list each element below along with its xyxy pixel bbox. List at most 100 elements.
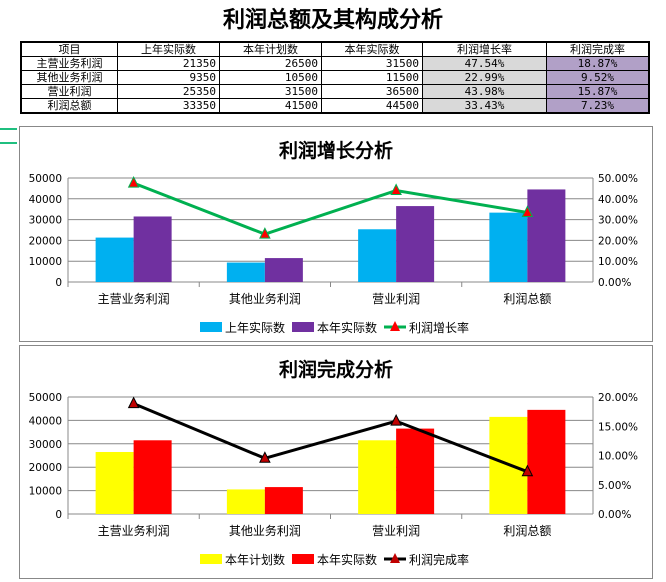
table-cell: 25350 bbox=[117, 84, 220, 99]
table-row: 利润总额 33350 41500 44500 33.43% 7.23% bbox=[20, 98, 650, 114]
y-tick-label: 20000 bbox=[29, 235, 62, 247]
legend-label: 本年实际数 bbox=[317, 320, 377, 335]
completion-chart-svg: 利润完成分析 0 10000 20000 30000 40000 50000 0.00% 5.0… bbox=[29, 358, 638, 567]
rate-line bbox=[133, 402, 528, 474]
table-cell: 26500 bbox=[219, 56, 322, 71]
legend-swatch bbox=[292, 322, 314, 332]
bar-previous bbox=[226, 489, 265, 514]
decoration-line bbox=[0, 128, 17, 130]
page-title: 利润总额及其构成分析 bbox=[222, 7, 443, 33]
legend-label: 本年计划数 bbox=[225, 552, 285, 567]
triangle-marker bbox=[390, 183, 402, 196]
y2-tick-label: 40.00% bbox=[598, 194, 638, 206]
y-tick-label: 10000 bbox=[29, 256, 62, 268]
table-row: 营业利润 25350 31500 36500 43.98% 15.87% bbox=[20, 84, 650, 99]
chart-title: 利润增长分析 bbox=[279, 139, 393, 162]
bar-current bbox=[264, 487, 303, 514]
header-cell: 上年实际数 bbox=[117, 41, 220, 57]
decoration-line bbox=[0, 142, 17, 144]
y-tick-label: 50000 bbox=[29, 392, 62, 404]
bar-current bbox=[264, 258, 303, 282]
bar-current bbox=[527, 409, 566, 514]
legend-label: 利润完成率 bbox=[409, 552, 469, 567]
table-header-row: 项目 上年实际数 本年计划数 本年实际数 利润增长率 利润完成率 bbox=[20, 41, 650, 57]
profit-table: 项目 上年实际数 本年计划数 本年实际数 利润增长率 利润完成率 主营业务利润 2… bbox=[20, 41, 650, 114]
x-tick-label: 营业利润 bbox=[372, 524, 420, 538]
y2-tick-label: 5.00% bbox=[598, 480, 631, 492]
table-cell: 7.23% bbox=[546, 98, 650, 114]
y-tick-label: 30000 bbox=[29, 215, 62, 227]
triangle-marker bbox=[127, 175, 140, 188]
header-cell: 项目 bbox=[20, 41, 118, 57]
y2-tick-label: 30.00% bbox=[598, 215, 638, 227]
triangle-marker bbox=[521, 464, 534, 477]
table-cell: 主营业务利润 bbox=[20, 56, 118, 71]
table-cell: 33.43% bbox=[422, 98, 547, 114]
table-cell: 18.87% bbox=[546, 56, 650, 71]
y2-tick-label: 20.00% bbox=[598, 235, 638, 247]
legend-label: 本年实际数 bbox=[317, 552, 377, 567]
bar-previous bbox=[95, 451, 134, 514]
bar-current bbox=[527, 189, 566, 282]
bar-previous bbox=[489, 212, 528, 282]
table-cell: 41500 bbox=[219, 98, 322, 114]
legend-triangle-icon bbox=[390, 553, 400, 563]
header-cell: 本年计划数 bbox=[219, 41, 322, 57]
rate-line bbox=[133, 181, 528, 236]
y2-tick-label: 50.00% bbox=[598, 173, 638, 185]
y-tick-label: 50000 bbox=[29, 173, 62, 185]
x-tick-label: 其他业务利润 bbox=[229, 291, 301, 306]
header-cell: 利润完成率 bbox=[546, 41, 650, 57]
y2-tick-label: 15.00% bbox=[598, 421, 638, 433]
table-cell: 44500 bbox=[321, 98, 423, 114]
chart-title: 利润完成分析 bbox=[279, 358, 393, 381]
table-row: 主营业务利润 21350 26500 31500 47.54% 18.87% bbox=[20, 56, 650, 71]
header-cell: 本年实际数 bbox=[321, 41, 423, 57]
triangle-marker bbox=[127, 396, 140, 409]
triangle-marker bbox=[390, 414, 402, 426]
table-cell: 47.54% bbox=[422, 56, 547, 71]
growth-chart[interactable]: 利润增长分析 0 10000 20000 30000 40000 50000 0.00% 10.… bbox=[19, 126, 653, 342]
table-row: 其他业务利润 9350 10500 11500 22.99% 9.52% bbox=[20, 70, 650, 85]
y2-tick-label: 0.00% bbox=[598, 509, 631, 521]
growth-chart-svg: 利润增长分析 0 10000 20000 30000 40000 50000 0.00% 10.… bbox=[29, 139, 638, 335]
table-cell: 营业利润 bbox=[20, 84, 118, 99]
y-tick-label: 10000 bbox=[29, 486, 62, 498]
table-cell: 31500 bbox=[321, 56, 423, 71]
table-cell: 9350 bbox=[117, 70, 220, 85]
bar-previous bbox=[358, 229, 397, 282]
x-tick-label: 主营业务利润 bbox=[98, 523, 170, 538]
completion-chart[interactable]: 利润完成分析 0 10000 20000 30000 40000 50000 0.00% 5.0… bbox=[19, 345, 653, 579]
bar-previous bbox=[226, 262, 265, 282]
y-tick-label: 40000 bbox=[29, 415, 62, 427]
bar-current bbox=[133, 440, 172, 514]
table-cell: 9.52% bbox=[546, 70, 650, 85]
y-tick-label: 20000 bbox=[29, 462, 62, 474]
table-cell: 36500 bbox=[321, 84, 423, 99]
x-tick-label: 利润总额 bbox=[503, 292, 551, 306]
triangle-marker bbox=[259, 451, 271, 463]
table-cell: 21350 bbox=[117, 56, 220, 71]
y2-tick-label: 10.00% bbox=[598, 256, 638, 268]
table-cell: 43.98% bbox=[422, 84, 547, 99]
bar-current bbox=[133, 216, 172, 282]
table-cell: 33350 bbox=[117, 98, 220, 114]
y-tick-label: 30000 bbox=[29, 439, 62, 451]
legend-swatch bbox=[200, 554, 222, 564]
table-cell: 11500 bbox=[321, 70, 423, 85]
legend-swatch bbox=[200, 322, 222, 332]
y2-tick-label: 20.00% bbox=[598, 392, 638, 404]
x-tick-label: 营业利润 bbox=[372, 292, 420, 306]
header-cell: 利润增长率 bbox=[422, 41, 547, 57]
legend-label: 上年实际数 bbox=[225, 320, 285, 335]
table-cell: 15.87% bbox=[546, 84, 650, 99]
legend-swatch bbox=[292, 554, 314, 564]
legend-triangle-icon bbox=[390, 321, 400, 331]
bar-current bbox=[396, 206, 435, 282]
bar-previous bbox=[95, 237, 134, 282]
y2-tick-label: 10.00% bbox=[598, 451, 638, 463]
y2-tick-label: 0.00% bbox=[598, 277, 631, 289]
table-cell: 22.99% bbox=[422, 70, 547, 85]
table-cell: 其他业务利润 bbox=[20, 70, 118, 85]
table-cell: 10500 bbox=[219, 70, 322, 85]
